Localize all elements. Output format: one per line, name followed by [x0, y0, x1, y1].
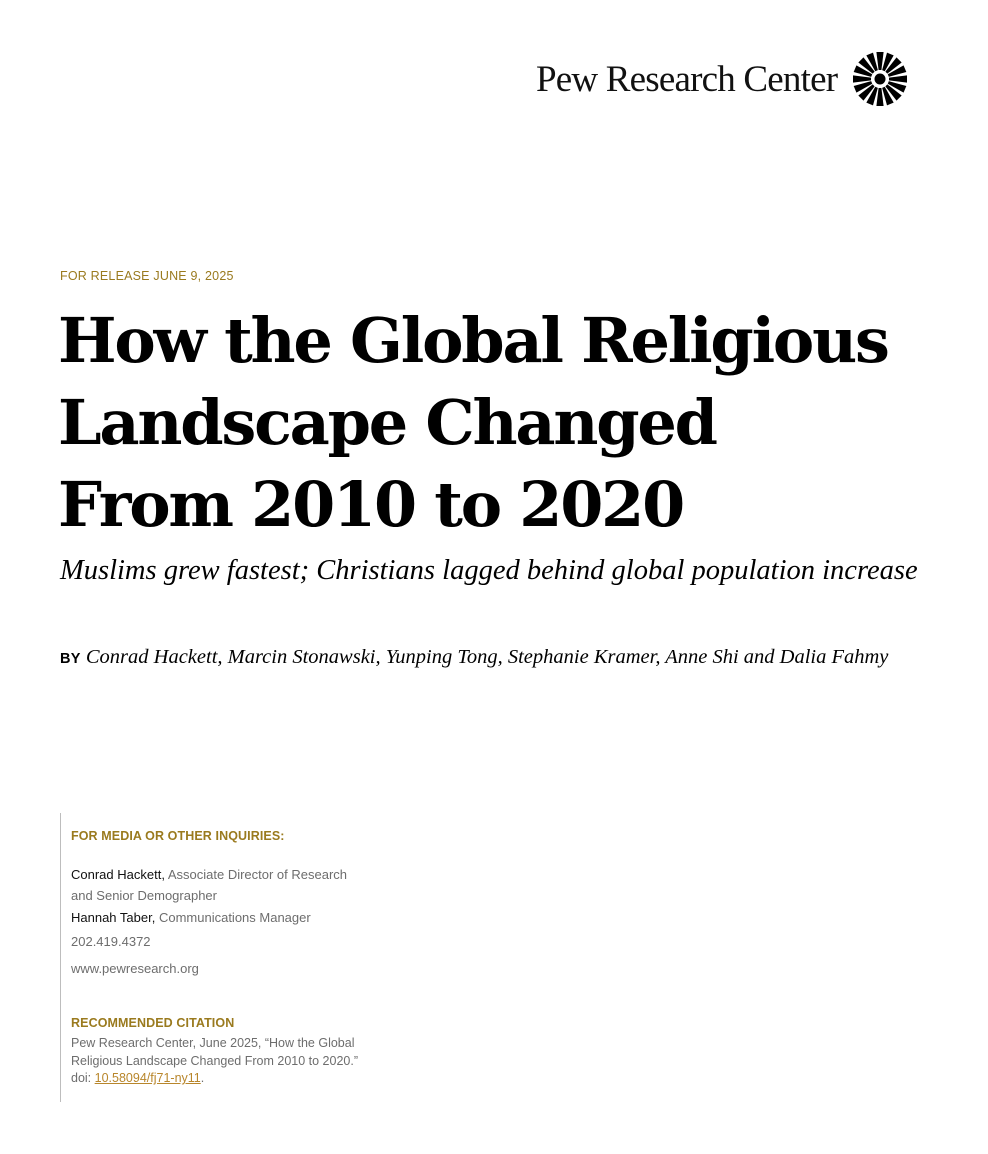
logo-ray — [853, 65, 873, 77]
logo-text: Pew Research Center — [536, 58, 838, 100]
title-line-2: Landscape Changed — [58, 386, 718, 459]
logo-ray — [885, 84, 902, 101]
byline-label: BY — [60, 651, 81, 667]
contact-item: Conrad Hackett, Associate Director of Re… — [71, 864, 371, 906]
contact-name: Hannah Taber, — [71, 910, 156, 925]
release-date: FOR RELEASE JUNE 9, 2025 — [60, 269, 234, 283]
logo-ray — [866, 52, 879, 72]
page-title: How the Global Religious Landscape Chang… — [58, 300, 958, 546]
website-link[interactable]: www.pewresearch.org — [71, 961, 199, 976]
logo-ray — [888, 81, 907, 93]
logo-ray — [858, 57, 875, 74]
subtitle: Muslims grew fastest; Christians lagged … — [60, 555, 918, 586]
phone-number: 202.419.4372 — [71, 934, 151, 949]
logo-ray — [876, 52, 884, 70]
contact-title: Associate Director of Research and Senio… — [71, 867, 348, 903]
logo-ray — [885, 57, 902, 74]
logo-ray — [888, 65, 907, 77]
logo-ray — [882, 86, 894, 106]
citation-text: Pew Research Center, June 2025, “How the… — [71, 1035, 371, 1088]
citation-body: Pew Research Center, June 2025, “How the… — [71, 1036, 358, 1085]
logo-ray — [853, 81, 873, 93]
contact-item: Hannah Taber, Communications Manager — [71, 907, 371, 928]
title-line-1: How the Global Religious — [58, 304, 890, 377]
logo-ray — [882, 52, 894, 72]
logo-ray — [889, 75, 908, 83]
pew-logo[interactable]: Pew Research Center — [536, 50, 909, 108]
media-inquiries-heading: FOR MEDIA OR OTHER INQUIRIES: — [71, 829, 285, 843]
citation-heading: RECOMMENDED CITATION — [71, 1016, 235, 1030]
logo-ray — [866, 86, 879, 106]
logo-ray — [853, 75, 872, 83]
pew-sunburst-logo-icon — [853, 52, 908, 106]
byline: BY Conrad Hackett, Marcin Stonawski, Yun… — [60, 643, 940, 673]
contact-name: Conrad Hackett, — [71, 867, 165, 882]
byline-authors: Conrad Hackett, Marcin Stonawski, Yunpin… — [85, 646, 889, 668]
logo-ray — [858, 84, 875, 101]
media-info-box: FOR MEDIA OR OTHER INQUIRIES: Conrad Hac… — [60, 813, 391, 1102]
title-line-3: From 2010 to 2020 — [58, 468, 685, 541]
logo-ray — [876, 88, 884, 106]
contact-title: Communications Manager — [158, 910, 311, 925]
doi-link[interactable]: 10.58094/fj71-ny11 — [94, 1071, 201, 1085]
citation-end: . — [200, 1071, 205, 1085]
